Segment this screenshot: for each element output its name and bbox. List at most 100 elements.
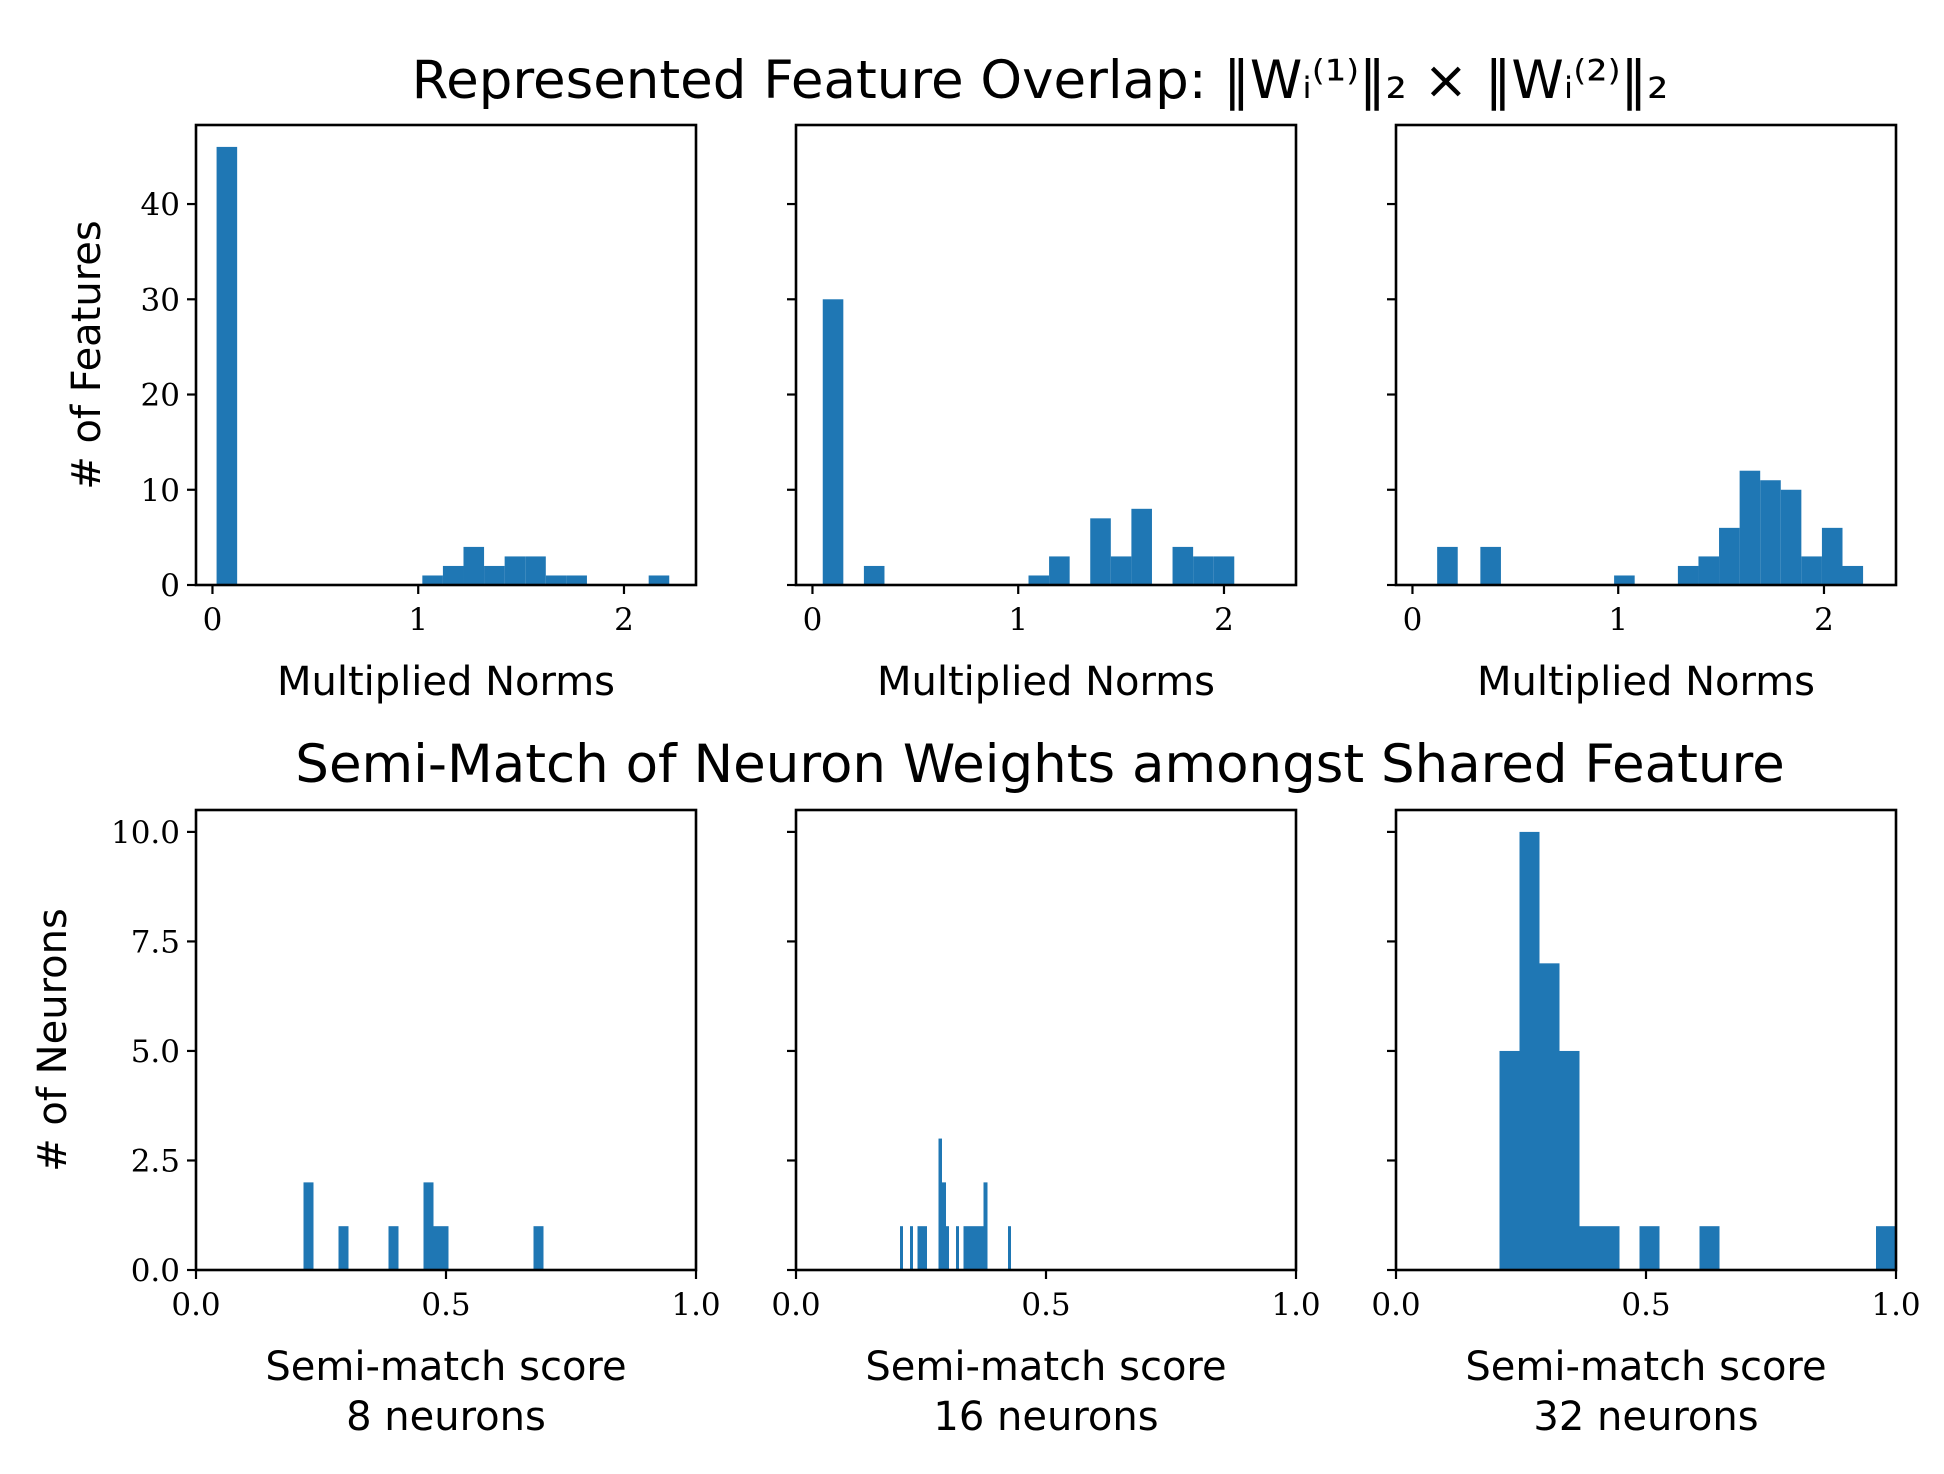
x-axis-label: Semi-match score <box>265 1344 626 1390</box>
x-axis-sublabel: 16 neurons <box>933 1394 1158 1440</box>
x-tick-label: 2 <box>1214 602 1234 638</box>
y-tick-label: 40 <box>141 187 180 223</box>
histogram-bar <box>1599 1226 1620 1270</box>
axes-frame <box>794 123 1298 587</box>
y-tick-label: 2.5 <box>131 1143 180 1179</box>
histogram-bar <box>1579 1226 1600 1270</box>
histogram-bar <box>1699 1226 1720 1270</box>
histogram-bar <box>1876 1226 1896 1270</box>
histogram-bar <box>822 299 844 585</box>
y-tick-label: 30 <box>141 282 180 318</box>
histogram-bar <box>463 546 485 585</box>
histogram-bar <box>1801 556 1822 585</box>
histogram-bar <box>963 1226 984 1270</box>
x-tick-label: 0.0 <box>171 1287 220 1323</box>
axes-frame <box>1394 808 1898 1272</box>
axes-frame <box>794 808 1298 1272</box>
histogram-bar <box>1559 1050 1580 1270</box>
histogram-bar <box>1499 1050 1520 1270</box>
histogram-bar <box>338 1226 349 1270</box>
histogram-panel-2: 0 1 2 Multiplied Norms <box>787 123 1298 705</box>
x-tick-label: 0.0 <box>1371 1287 1420 1323</box>
y-tick-label: 5.0 <box>131 1034 180 1070</box>
x-axis-sublabel: 32 neurons <box>1533 1394 1758 1440</box>
histogram-bar <box>1193 556 1214 585</box>
x-axis-label: Semi-match score <box>1465 1344 1826 1390</box>
histogram-bar <box>433 1226 449 1270</box>
histogram-bar <box>983 1182 988 1270</box>
histogram-bar <box>303 1182 314 1270</box>
histogram-bar <box>938 1138 942 1270</box>
histogram-bar <box>1719 527 1740 585</box>
histogram-bar <box>1760 480 1781 585</box>
x-tick-label: 0 <box>803 602 823 638</box>
histogram-bar <box>1110 556 1132 585</box>
histogram-bar <box>1614 575 1635 585</box>
x-tick-label: 0.5 <box>1021 1287 1070 1323</box>
histogram-bar <box>216 146 238 585</box>
x-tick-label: 0.5 <box>421 1287 470 1323</box>
histogram-bar <box>1639 1226 1660 1270</box>
histogram-bar <box>442 565 464 585</box>
x-axis-label: Multiplied Norms <box>277 659 615 705</box>
axes-frame <box>194 808 698 1272</box>
axes-frame <box>1394 123 1898 587</box>
x-tick-label: 0.5 <box>1621 1287 1670 1323</box>
x-tick-label: 2 <box>614 602 634 638</box>
x-axis-label: Multiplied Norms <box>877 659 1215 705</box>
histogram-panel-3: 0 1 2 Multiplied Norms <box>1387 123 1898 705</box>
histogram-bar <box>484 565 505 585</box>
x-tick-label: 1 <box>1608 602 1628 638</box>
bottom-row-title: Semi-Match of Neuron Weights amongst Sha… <box>295 734 1784 795</box>
x-tick-label: 1 <box>408 602 428 638</box>
histogram-bar <box>1480 546 1501 585</box>
top-row-title: Represented Feature Overlap: ‖Wᵢ⁽¹⁾‖₂ × … <box>412 50 1669 111</box>
histogram-bar <box>423 1182 434 1270</box>
histogram-bar <box>388 1226 399 1270</box>
histogram-bar <box>1049 556 1070 585</box>
histogram-bar <box>1821 527 1843 585</box>
histogram-bar <box>1008 1226 1011 1270</box>
histogram-bar <box>1698 556 1720 585</box>
histogram-bar <box>1172 546 1194 585</box>
histogram-bar <box>1213 556 1235 585</box>
histogram-bar <box>422 575 443 585</box>
histogram-bar <box>504 556 526 585</box>
y-axis-label: # of Neurons <box>30 908 76 1172</box>
histogram-bar <box>1090 518 1111 585</box>
histogram-bar <box>1780 489 1802 585</box>
histogram-bar <box>648 575 670 585</box>
axes-frame <box>194 123 698 587</box>
histogram-bar <box>917 1226 922 1270</box>
histogram-bar <box>566 575 587 585</box>
histogram-bar <box>533 1226 544 1270</box>
histogram-bar <box>910 1226 913 1270</box>
histogram-bar <box>1739 470 1761 585</box>
histogram-bar <box>525 556 546 585</box>
histogram-bar <box>921 1226 927 1270</box>
histogram-bar <box>1028 575 1050 585</box>
y-tick-label: 0.0 <box>131 1253 180 1289</box>
y-tick-label: 10.0 <box>111 815 180 851</box>
x-tick-label: 1.0 <box>671 1287 720 1323</box>
histogram-bar <box>900 1226 903 1270</box>
x-axis-label: Semi-match score <box>865 1344 1226 1390</box>
histogram-bar <box>956 1226 959 1270</box>
histogram-bar <box>1519 831 1540 1270</box>
x-tick-label: 1 <box>1008 602 1028 638</box>
histogram-bar <box>545 575 567 585</box>
x-tick-label: 2 <box>1814 602 1834 638</box>
y-tick-label: 10 <box>141 473 180 509</box>
histogram-bar <box>1437 546 1458 585</box>
y-tick-label: 20 <box>141 378 180 414</box>
histogram-bar <box>946 1226 949 1270</box>
x-tick-label: 0 <box>203 602 223 638</box>
histogram-panel-4: 0.0 0.5 1.0 0.0 2.5 5.0 7.5 10.0 Semi-match scor… <box>30 808 721 1440</box>
histogram-bar <box>1539 963 1560 1270</box>
histogram-bar <box>1842 565 1864 585</box>
histogram-bar <box>863 565 885 585</box>
